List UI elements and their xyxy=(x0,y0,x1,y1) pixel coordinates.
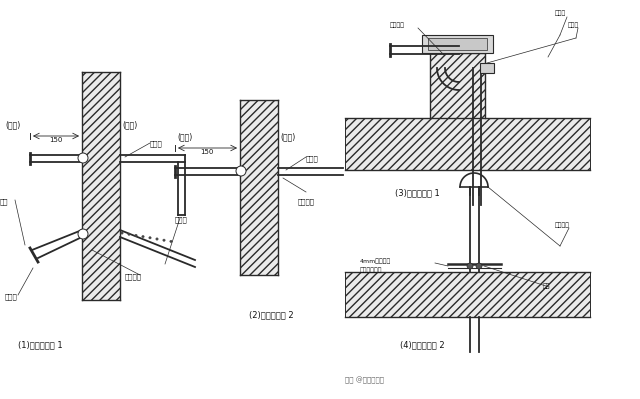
Text: (2)钢管穿外墙 2: (2)钢管穿外墙 2 xyxy=(249,310,294,319)
Circle shape xyxy=(149,237,151,239)
Text: 接线盒: 接线盒 xyxy=(175,216,188,223)
Text: 防水胶: 防水胶 xyxy=(306,155,319,162)
Circle shape xyxy=(78,153,88,163)
Text: 建筑小帽: 建筑小帽 xyxy=(390,22,405,28)
Circle shape xyxy=(121,232,123,234)
Circle shape xyxy=(128,233,130,235)
Circle shape xyxy=(163,239,165,241)
Circle shape xyxy=(170,240,172,243)
Text: 防水砂浆: 防水砂浆 xyxy=(125,273,142,280)
Text: (3)钢管穿屋面 1: (3)钢管穿屋面 1 xyxy=(395,188,440,197)
Text: (室外): (室外) xyxy=(177,132,192,141)
Circle shape xyxy=(142,235,144,238)
Text: 头条 @建筑界一哥: 头条 @建筑界一哥 xyxy=(345,377,384,384)
Circle shape xyxy=(156,238,158,240)
Bar xyxy=(345,118,590,170)
Text: 防水胶: 防水胶 xyxy=(5,293,18,300)
Bar xyxy=(430,53,485,118)
Bar xyxy=(240,100,278,275)
Text: (4)钢管穿屋面 2: (4)钢管穿屋面 2 xyxy=(400,340,445,349)
Text: 4mm厚钢板制: 4mm厚钢板制 xyxy=(360,258,391,264)
Text: 150: 150 xyxy=(49,137,63,143)
Circle shape xyxy=(78,229,88,239)
Text: 防水胶: 防水胶 xyxy=(555,10,566,16)
Text: 150: 150 xyxy=(200,149,214,155)
Text: (1)钢管穿外墙 1: (1)钢管穿外墙 1 xyxy=(18,340,62,349)
Text: 防水帽头: 防水帽头 xyxy=(555,222,570,227)
Bar xyxy=(422,35,493,53)
Text: 防水胶: 防水胶 xyxy=(150,140,163,146)
Circle shape xyxy=(476,263,482,269)
Text: 橡皮盖: 橡皮盖 xyxy=(568,22,579,28)
Text: (室内): (室内) xyxy=(122,120,137,129)
Text: 钢管: 钢管 xyxy=(0,198,8,205)
Text: 管圆形止水环: 管圆形止水环 xyxy=(360,267,383,273)
Circle shape xyxy=(467,263,473,269)
Text: (室内): (室内) xyxy=(280,132,295,141)
Text: 焊接: 焊接 xyxy=(543,283,550,288)
Circle shape xyxy=(236,166,246,176)
Bar xyxy=(428,38,487,50)
Text: 锁紧螺母: 锁紧螺母 xyxy=(298,198,315,205)
Circle shape xyxy=(135,234,137,237)
Text: (室外): (室外) xyxy=(5,120,20,129)
Bar xyxy=(82,72,120,300)
Bar xyxy=(480,63,494,73)
Bar xyxy=(345,272,590,317)
